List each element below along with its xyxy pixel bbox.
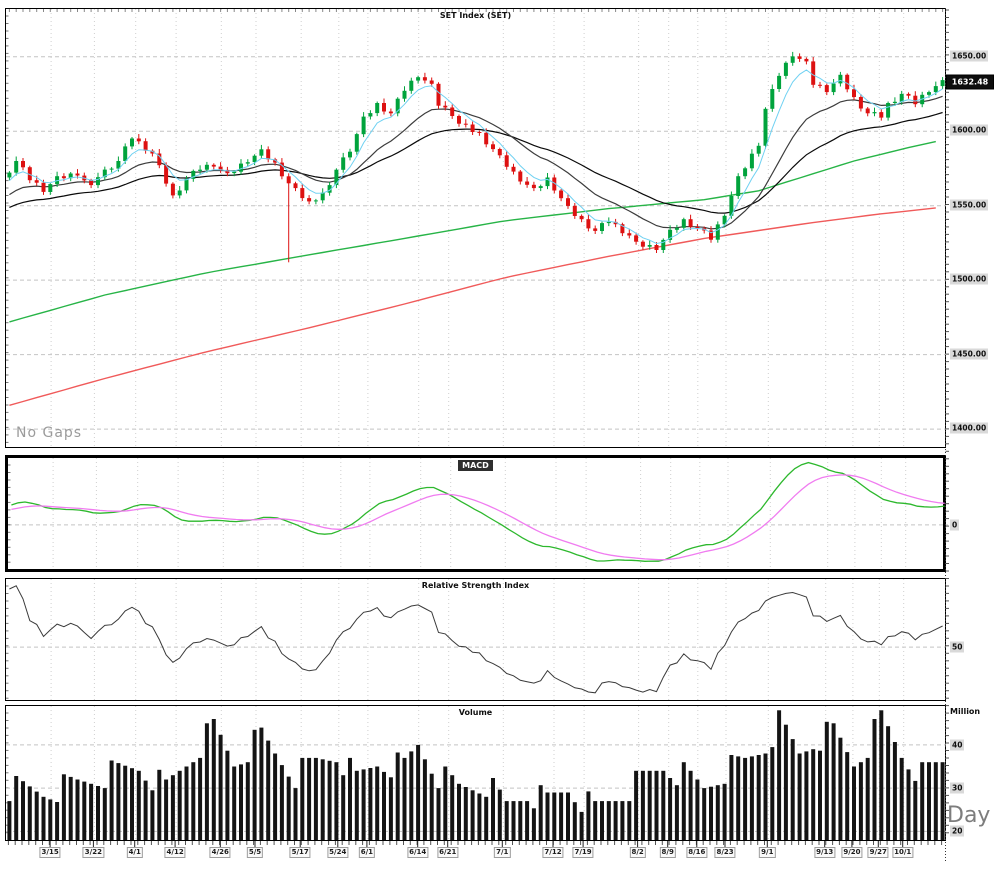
date-tick-label: 7/12 (542, 847, 564, 858)
date-tick-label: 7/1 (494, 847, 511, 858)
price-tick-label: 1500.00 (950, 273, 989, 285)
macd-panel[interactable]: MACD (5, 455, 948, 572)
right-price-axis: 1632.48 Million Day 1650.00 1600.00 1550.0… (942, 0, 1000, 869)
volume-tick-label: 40 (950, 739, 965, 751)
date-tick-label: 6/21 (437, 847, 459, 858)
rsi-panel[interactable]: Relative Strength Index (5, 578, 946, 701)
date-tick-label: 5/5 (246, 847, 264, 858)
date-tick-label: 9/13 (814, 847, 836, 858)
volume-plot[interactable] (6, 706, 946, 840)
date-tick-label: 5/24 (327, 847, 349, 858)
date-tick-label: 5/17 (289, 847, 311, 858)
timeframe-label: Day (947, 803, 991, 828)
date-tick-label: 8/23 (714, 847, 736, 858)
date-tick-label: 9/20 (841, 847, 863, 858)
rsi-plot[interactable] (6, 579, 946, 700)
date-tick-label: 4/1 (126, 847, 143, 858)
date-tick-label: 8/2 (629, 847, 646, 858)
date-tick-label: 3/22 (82, 847, 104, 858)
price-tick-label: 1600.00 (950, 124, 989, 136)
date-tick-label: 7/19 (572, 847, 594, 858)
macd-tick-label: 0 (950, 519, 960, 531)
date-tick-label: 9/27 (867, 847, 889, 858)
date-tick-label: 3/15 (39, 847, 61, 858)
rsi-tick-label: 50 (950, 641, 965, 653)
price-tick-label: 1450.00 (950, 348, 989, 360)
date-tick-label: 6/14 (407, 847, 429, 858)
date-tick-label: 4/12 (164, 847, 186, 858)
main-price-panel[interactable]: SET Index (SET) No Gaps (5, 8, 946, 448)
volume-tick-label: 30 (950, 782, 965, 794)
volume-tick-label: 20 (950, 825, 965, 837)
price-tick-label: 1550.00 (950, 199, 989, 211)
axis-line (942, 0, 1000, 869)
date-tick-label: 8/16 (686, 847, 708, 858)
volume-unit-label: Million (950, 707, 981, 716)
candlestick-plot[interactable] (6, 9, 946, 447)
date-tick-label: 6/1 (358, 847, 376, 858)
price-tick-label: 1650.00 (950, 50, 989, 62)
date-tick-label: 4/26 (209, 847, 231, 858)
no-gaps-label: No Gaps (16, 425, 83, 441)
date-axis: 3/15 3/22 4/1 4/12 4/26 5/5 5/17 5/24 6/1 6/14 6/2… (5, 841, 946, 867)
date-tick-label: 10/1 (892, 847, 914, 858)
price-tick-label: 1400.00 (950, 422, 989, 434)
volume-panel[interactable]: Volume (5, 705, 946, 841)
last-price-badge: 1632.48 (946, 74, 994, 90)
macd-plot[interactable] (8, 458, 948, 569)
date-tick-label: 9/1 (759, 847, 776, 858)
date-tick-label: 8/9 (659, 847, 676, 858)
